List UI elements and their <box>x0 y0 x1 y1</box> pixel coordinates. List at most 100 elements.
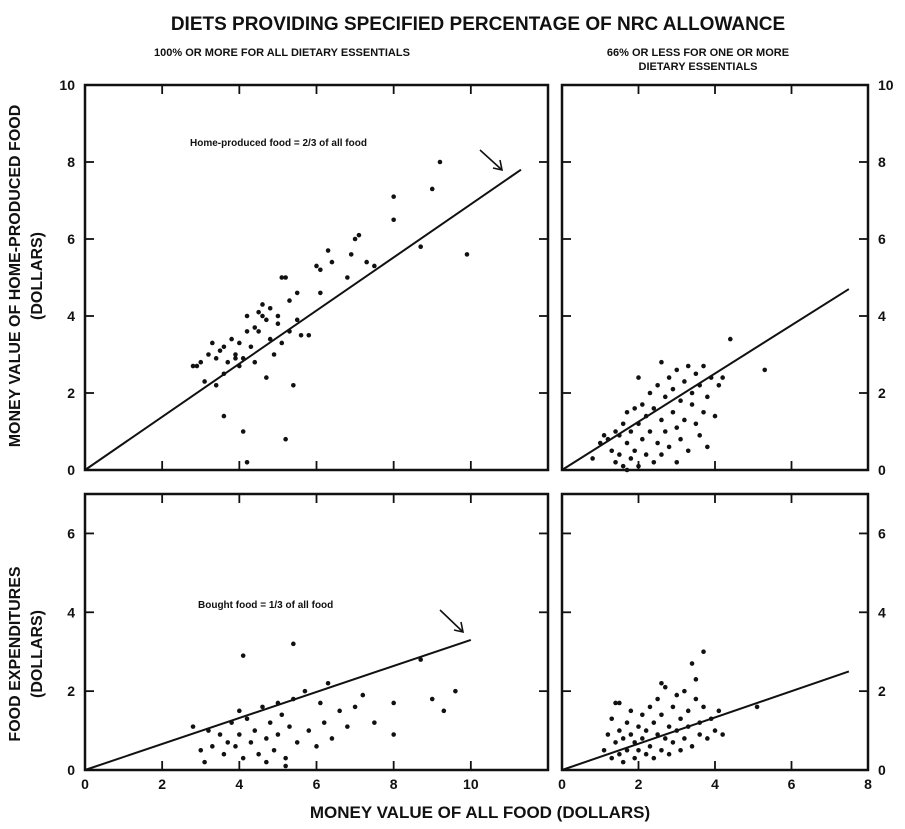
data-point <box>693 421 699 427</box>
data-point <box>662 736 668 741</box>
data-point <box>605 436 611 442</box>
line-annotation: Bought food = 1/3 of all food <box>198 600 333 611</box>
data-point <box>256 751 261 757</box>
data-point <box>632 406 637 411</box>
data-point <box>651 460 657 465</box>
data-point <box>291 696 296 702</box>
data-point <box>628 456 634 461</box>
data-point <box>294 290 300 296</box>
y-tick-label: 10 <box>59 77 75 93</box>
data-point <box>659 359 664 365</box>
data-point <box>655 732 660 737</box>
data-point <box>647 744 653 749</box>
data-point <box>659 680 664 686</box>
y-tick-label: 4 <box>878 308 886 324</box>
x-tick-label: 8 <box>864 776 872 792</box>
data-point <box>685 363 691 369</box>
x-tick-label: 10 <box>463 776 479 792</box>
data-point <box>624 440 630 446</box>
x-tick-label: 4 <box>235 776 243 792</box>
data-point <box>670 386 676 392</box>
y-tick-label: 10 <box>878 77 894 93</box>
data-point <box>712 413 718 419</box>
data-point <box>632 755 637 761</box>
data-point <box>620 463 626 469</box>
data-point <box>674 692 680 698</box>
y-tick-label: 0 <box>67 762 75 778</box>
column-title-right: 66% OR LESS FOR ONE OR MORE DIETARY ESSEN… <box>607 47 789 73</box>
data-point <box>418 244 423 249</box>
data-point <box>632 740 637 745</box>
data-point <box>613 429 618 434</box>
data-point <box>689 402 695 407</box>
data-point <box>329 259 335 265</box>
data-point <box>244 460 250 465</box>
data-point <box>655 383 660 388</box>
data-point <box>267 306 273 311</box>
data-point <box>678 398 683 404</box>
data-point <box>267 336 273 342</box>
data-point <box>689 390 695 396</box>
y-tick-label: 8 <box>67 154 75 170</box>
data-point <box>636 724 641 729</box>
column-title-left: 100% OR MORE FOR ALL DIETARY ESSENTIALS <box>154 47 410 59</box>
data-point <box>391 700 396 706</box>
y-tick-label: 6 <box>878 231 886 247</box>
x-tick-label: 0 <box>558 776 566 792</box>
y-axis-label-bottom-line1: FOOD EXPENDITURES <box>7 566 24 741</box>
data-point <box>337 708 342 714</box>
data-point <box>252 325 258 330</box>
data-point <box>674 367 680 373</box>
data-point <box>728 336 733 342</box>
x-tick-label: 2 <box>158 776 166 792</box>
data-point <box>252 359 258 365</box>
data-point <box>697 720 702 725</box>
data-point <box>754 704 760 710</box>
data-point <box>693 696 699 702</box>
data-point <box>617 433 622 438</box>
data-point <box>655 696 660 702</box>
data-point <box>682 417 687 423</box>
data-point <box>279 275 285 280</box>
data-point <box>632 448 637 454</box>
data-point <box>685 708 691 714</box>
data-point <box>237 363 242 369</box>
data-point <box>213 356 219 361</box>
data-point <box>418 657 423 662</box>
data-point <box>314 263 319 269</box>
data-point <box>260 302 265 307</box>
data-point <box>659 747 664 753</box>
data-point <box>275 321 281 327</box>
data-point <box>662 684 668 690</box>
y-tick-label: 0 <box>878 462 886 478</box>
data-point <box>229 336 234 342</box>
data-point <box>605 732 611 737</box>
data-point <box>283 755 288 761</box>
data-point <box>283 436 288 442</box>
y-tick-label: 2 <box>878 683 886 699</box>
data-point <box>221 371 227 377</box>
data-point <box>682 736 687 741</box>
data-point <box>674 460 680 465</box>
data-point <box>609 448 615 454</box>
chart-title: DIETS PROVIDING SPECIFIED PERCENTAGE OF … <box>171 14 785 35</box>
x-tick-label: 6 <box>313 776 321 792</box>
y-tick-label: 8 <box>878 154 886 170</box>
data-point <box>271 747 277 753</box>
y-axis-label-top-line1: MONEY VALUE OF HOME-PRODUCED FOOD <box>7 105 24 448</box>
data-point <box>391 217 396 223</box>
data-point <box>345 724 350 729</box>
data-point <box>221 413 227 419</box>
data-point <box>206 352 211 357</box>
annotation-arrow <box>439 609 464 633</box>
data-point <box>659 417 664 423</box>
data-point <box>441 708 447 714</box>
data-point <box>659 452 664 457</box>
data-point <box>283 275 288 280</box>
data-point <box>701 363 706 369</box>
data-point <box>651 720 657 725</box>
data-point <box>701 409 706 415</box>
panel-bottom-left: 0 2 4 6 8 10 0 2 4 6 Bought food = 1/3 of all food <box>67 492 550 792</box>
data-point <box>670 409 676 415</box>
data-point <box>693 371 699 377</box>
